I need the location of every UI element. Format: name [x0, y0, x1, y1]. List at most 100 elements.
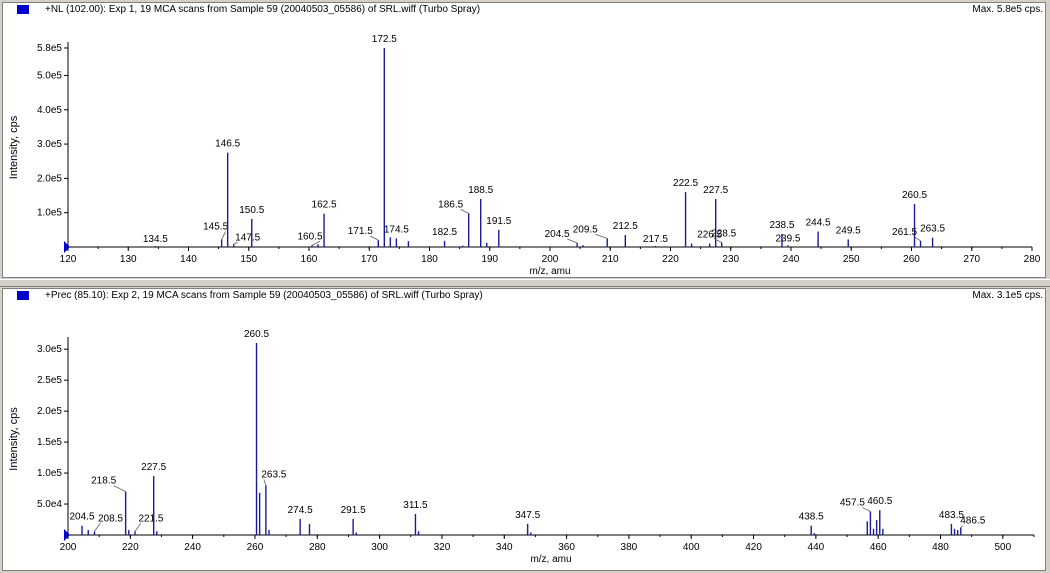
peak-label: 260.5: [902, 190, 927, 201]
x-tick-label: 180: [421, 254, 438, 265]
peak-label-leader: [311, 240, 321, 246]
panel-splitter[interactable]: [0, 279, 1050, 287]
peak-label: 227.5: [703, 185, 728, 196]
peak-label: 204.5: [70, 512, 95, 523]
x-tick-label: 240: [184, 542, 201, 553]
peak-label: 221.5: [138, 513, 163, 524]
cursor-marker-icon[interactable]: [64, 529, 70, 541]
peak-label: 347.5: [515, 510, 540, 521]
peak-label: 238.5: [769, 220, 794, 231]
peak-label: 208.5: [98, 513, 123, 524]
peak-label: 146.5: [215, 139, 240, 150]
peak-label-leader: [233, 241, 238, 245]
max-intensity-label: Max. 5.8e5 cps.: [972, 4, 1043, 15]
peak-label: 486.5: [960, 516, 985, 527]
peak-label-leader: [862, 507, 871, 512]
x-tick-label: 170: [361, 254, 378, 265]
y-tick-label: 3.0e5: [37, 139, 62, 150]
peak-label: 226.5: [697, 230, 722, 241]
x-tick-label: 440: [808, 542, 825, 553]
blue-square-icon: [17, 291, 29, 300]
peak-label-leader: [94, 523, 101, 532]
x-tick-label: 460: [870, 542, 887, 553]
peak-label: 218.5: [91, 476, 116, 487]
peak-label: 227.5: [141, 462, 166, 473]
spectrum-panel-1[interactable]: +NL (102.00): Exp 1, 19 MCA scans from S…: [2, 2, 1046, 278]
y-tick-label: 5.0e5: [37, 70, 62, 81]
peak-label: 188.5: [468, 185, 493, 196]
peak-label-leader: [113, 485, 126, 493]
y-tick-label: 3.0e5: [37, 344, 62, 355]
x-axis-title: m/z, amu: [529, 266, 570, 277]
x-tick-label: 340: [496, 542, 513, 553]
x-tick-label: 270: [963, 254, 980, 265]
y-tick-label: 1.5e5: [37, 437, 62, 448]
spectrum-chart-1[interactable]: 120 130 140 150 160 170 180 190 200 210 220 230 240 2…: [3, 3, 1045, 277]
peak-label: 457.5: [840, 497, 865, 508]
y-axis-title: Intensity, cps: [8, 115, 20, 179]
x-tick-label: 200: [60, 542, 77, 553]
y-tick-label: 4.0e5: [37, 105, 62, 116]
x-tick-label: 130: [120, 254, 137, 265]
x-tick-label: 230: [722, 254, 739, 265]
peak-label: 260.5: [244, 329, 269, 340]
blue-square-icon: [17, 5, 29, 14]
y-tick-label: 5.8e5: [37, 43, 62, 54]
peak-label: 483.5: [939, 510, 964, 521]
x-tick-label: 400: [683, 542, 700, 553]
x-tick-label: 250: [843, 254, 860, 265]
x-tick-label: 160: [301, 254, 318, 265]
peak-label-leader: [595, 234, 608, 239]
peak-label: 204.5: [545, 229, 570, 240]
y-tick-label: 2.0e5: [37, 173, 62, 184]
y-tick-label: 2.0e5: [37, 406, 62, 417]
x-tick-label: 150: [240, 254, 257, 265]
peak-label-leader: [713, 238, 722, 243]
max-intensity-label: Max. 3.1e5 cps.: [972, 290, 1043, 301]
peak-label-leader: [914, 236, 921, 242]
spectrum-chart-2[interactable]: 200 220 240 260 280 300 320 340 360 380 400 420 440 4…: [3, 289, 1045, 570]
peak-label-leader: [960, 525, 964, 528]
peak-label-leader: [460, 209, 469, 214]
x-tick-label: 200: [542, 254, 559, 265]
peak-label: 134.5: [143, 234, 168, 245]
peak-label: 249.5: [836, 225, 861, 236]
peak-label: 261.5: [892, 227, 917, 238]
peak-label: 228.5: [711, 229, 736, 240]
x-tick-label: 220: [662, 254, 679, 265]
cursor-marker-icon[interactable]: [64, 241, 70, 253]
peak-label: 160.5: [297, 231, 322, 242]
peak-label: 263.5: [261, 469, 286, 480]
x-tick-label: 280: [1024, 254, 1041, 265]
x-tick-label: 300: [371, 542, 388, 553]
peak-label-leader: [134, 523, 142, 532]
peak-label: 438.5: [799, 512, 824, 523]
y-tick-label: 1.0e5: [37, 208, 62, 219]
y-axis-title: Intensity, cps: [8, 407, 20, 471]
peak-label: 172.5: [372, 34, 397, 45]
peak-label: 212.5: [613, 221, 638, 232]
peak-label: 311.5: [403, 500, 428, 511]
peak-label: 174.5: [384, 224, 409, 235]
peak-label: 217.5: [643, 234, 668, 245]
peak-label-leader: [566, 238, 578, 244]
panel-title: +Prec (85.10): Exp 2, 19 MCA scans from …: [45, 290, 483, 301]
peak-label-leader: [221, 231, 226, 240]
x-tick-label: 220: [122, 542, 139, 553]
peak-label: 263.5: [920, 224, 945, 235]
spectrum-panel-2[interactable]: +Prec (85.10): Exp 2, 19 MCA scans from …: [2, 288, 1046, 571]
peak-label: 274.5: [288, 505, 313, 516]
peak-label: 209.5: [573, 224, 598, 235]
peak-label: 182.5: [432, 227, 457, 238]
x-tick-label: 240: [783, 254, 800, 265]
x-tick-label: 260: [247, 542, 264, 553]
x-tick-label: 320: [434, 542, 451, 553]
peak-label: 147.5: [235, 232, 260, 243]
x-tick-label: 420: [745, 542, 762, 553]
peak-label: 186.5: [438, 199, 463, 210]
x-tick-label: 120: [60, 254, 77, 265]
peak-label: 150.5: [239, 205, 264, 216]
x-tick-label: 210: [602, 254, 619, 265]
peak-label: 239.5: [775, 233, 800, 244]
peak-label: 162.5: [312, 200, 337, 211]
